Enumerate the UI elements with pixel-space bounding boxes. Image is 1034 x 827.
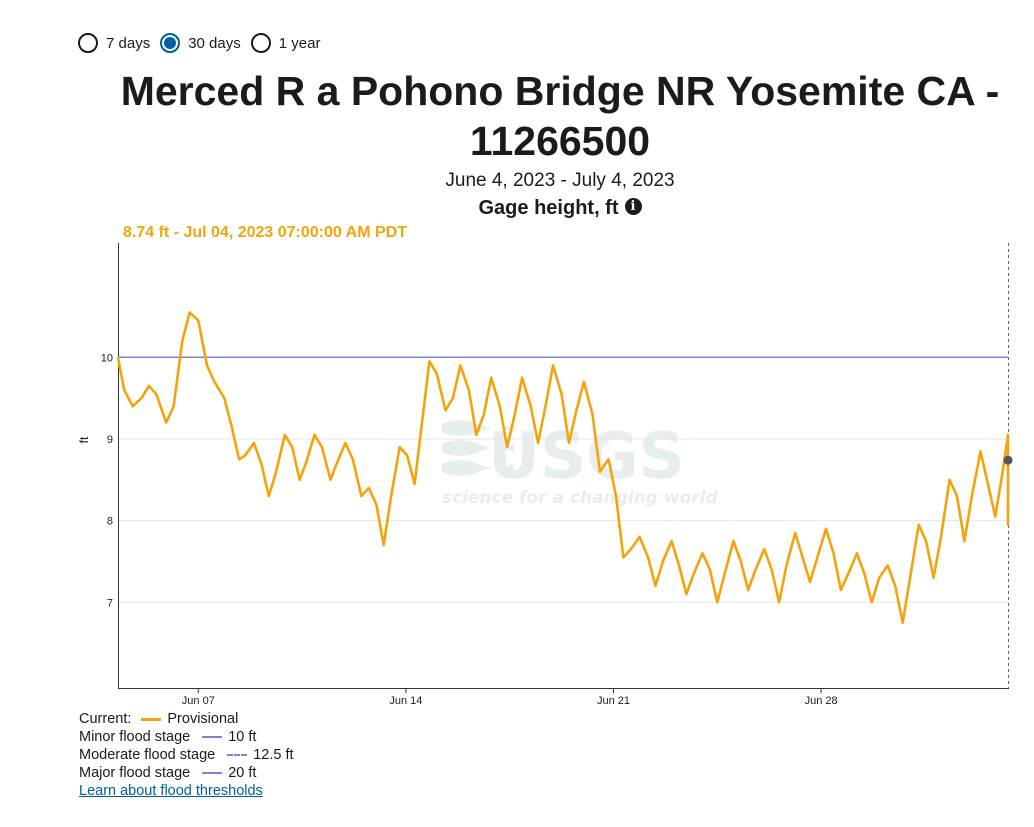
- series-line-provisional: [116, 311, 1010, 624]
- flood-thresholds-link[interactable]: Learn about flood thresholds: [79, 783, 263, 799]
- hover-readout: 8.74 ft - Jul 04, 2023 07:00:00 AM PDT: [123, 224, 407, 241]
- watermark-wave-3: [442, 460, 514, 476]
- info-icon[interactable]: i: [624, 198, 642, 215]
- provisional-swatch: [141, 717, 162, 721]
- legend-moderate-flood: Moderate flood stage 12.5 ft: [79, 746, 294, 764]
- legend-current: Current: Provisional: [79, 710, 294, 728]
- title-line-1: Merced R a Pohono Bridge NR Yosemite CA …: [120, 68, 1000, 114]
- page-title: Merced R a Pohono Bridge NR Yosemite CA …: [110, 66, 1010, 166]
- y-tick-labels: 7 8 9 10: [101, 352, 113, 609]
- watermark-tagline: science for a changing world: [442, 488, 718, 508]
- major-flood-swatch: [202, 772, 223, 774]
- x-tick-label: Jun 07: [182, 695, 215, 707]
- legend-moderate-value: 12.5 ft: [253, 747, 294, 763]
- range-option-1-year[interactable]: 1 year: [250, 33, 321, 53]
- legend-major-value: 20 ft: [228, 765, 257, 781]
- parameter-heading: Gage height, ft i: [110, 197, 1010, 220]
- legend: Current: Provisional Minor flood stage 1…: [79, 710, 294, 800]
- legend-minor-label: Minor flood stage: [79, 729, 191, 745]
- x-tick-label: Jun 21: [597, 695, 630, 707]
- legend-provisional-label: Provisional: [167, 711, 239, 727]
- y-tick-label: 8: [107, 516, 113, 528]
- minor-flood-swatch: [202, 736, 223, 738]
- radio-30-days[interactable]: [160, 33, 181, 53]
- time-range-selector: 7 days 30 days 1 year: [78, 33, 330, 53]
- watermark-logo-text: USGS: [488, 420, 685, 494]
- title-line-2: 11266500: [469, 118, 651, 164]
- y-tick-label: 10: [101, 352, 113, 364]
- x-tick-labels: Jun 07 Jun 14 Jun 21 Jun 28: [182, 688, 838, 707]
- hover-point: [1003, 455, 1013, 465]
- legend-major-label: Major flood stage: [79, 765, 191, 781]
- moderate-flood-swatch: [227, 754, 248, 756]
- watermark-wave-2: [442, 440, 514, 456]
- parameter-label: Gage height, ft: [478, 197, 619, 219]
- legend-minor-value: 10 ft: [228, 729, 257, 745]
- x-tick-label: Jun 14: [389, 695, 422, 707]
- range-label-7-days: 7 days: [106, 34, 151, 52]
- radio-7-days[interactable]: [78, 33, 98, 53]
- range-label-1-year: 1 year: [278, 34, 321, 52]
- legend-major-flood: Major flood stage 20 ft: [79, 764, 294, 782]
- y-tick-label: 9: [107, 434, 113, 446]
- radio-1-year[interactable]: [250, 33, 271, 53]
- date-range: June 4, 2023 - July 4, 2023: [445, 170, 675, 191]
- range-option-7-days[interactable]: 7 days: [78, 33, 150, 53]
- range-label-30-days: 30 days: [188, 34, 241, 52]
- legend-moderate-label: Moderate flood stage: [79, 747, 216, 763]
- range-option-30-days[interactable]: 30 days: [160, 33, 241, 53]
- usgs-watermark: USGS science for a changing world: [442, 420, 718, 508]
- y-tick-label: 7: [107, 597, 113, 609]
- x-tick-label: Jun 28: [805, 695, 838, 707]
- flood-thresholds-link-row: Learn about flood thresholds: [79, 782, 294, 800]
- legend-current-label: Current:: [79, 711, 132, 727]
- y-axis-label: ft: [77, 436, 91, 443]
- legend-minor-flood: Minor flood stage 10 ft: [79, 728, 294, 746]
